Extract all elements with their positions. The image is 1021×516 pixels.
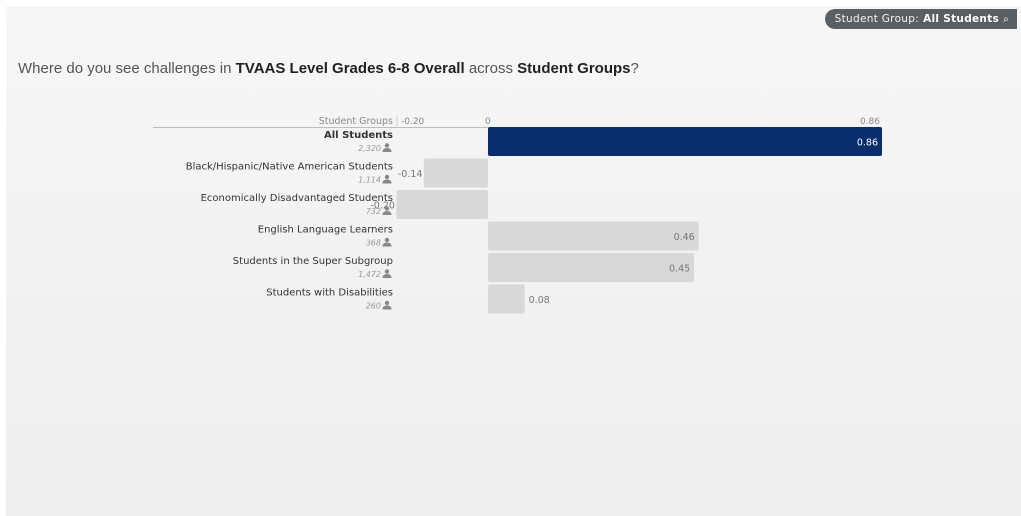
bar [488,127,882,156]
bar [396,190,488,219]
person-icon [382,269,392,278]
bar [423,158,488,188]
value-label: 0.86 [857,138,878,149]
bar [488,284,525,314]
title-suffix: ? [630,60,639,77]
magnifier-icon: ⌕ [1003,13,1009,25]
person-icon [382,143,392,152]
title-middle: across [468,60,513,77]
bar [488,221,699,251]
value-label: 0.08 [529,295,550,306]
filter-value: All Students [923,13,1000,25]
value-label: 0.46 [674,232,695,243]
value-label: 0.45 [669,264,690,275]
bar [488,253,695,282]
category-label: English Language Learners [258,225,393,236]
title-metric: TVAAS Level Grades 6-8 Overall [235,60,465,77]
title-prefix: Where do you see challenges in [18,60,232,77]
student-group-filter[interactable]: Student Group: All Students ⌕ [824,9,1017,29]
page-title: Where do you see challenges in TVAAS Lev… [18,60,639,77]
count-label: 1,114 [358,176,381,185]
count-label: 732 [366,207,381,216]
value-label: -0.20 [370,201,395,212]
axis-tick-label: 0 [485,117,491,127]
count-label: 1,472 [358,270,381,279]
category-header: Student Groups [319,116,393,127]
person-icon [382,237,392,247]
category-label: Students in the Super Subgroup [233,256,393,267]
person-icon [382,300,392,310]
category-label: Economically Disadvantaged Students [201,193,393,204]
category-label: Black/Hispanic/Native American Students [186,162,393,173]
count-label: 2,320 [358,144,381,153]
count-label: 260 [366,302,381,311]
person-icon [382,174,392,184]
axis-tick-label: -0.20 [401,117,425,127]
axis-tick-label: 0.86 [860,117,880,127]
title-dimension: Student Groups [517,60,631,77]
category-label: All Students [324,130,393,141]
filter-label: Student Group: [834,13,920,25]
category-label: Students with Disabilities [266,288,393,299]
count-label: 368 [366,239,381,248]
value-label: -0.14 [398,169,423,180]
person-icon [382,206,392,215]
